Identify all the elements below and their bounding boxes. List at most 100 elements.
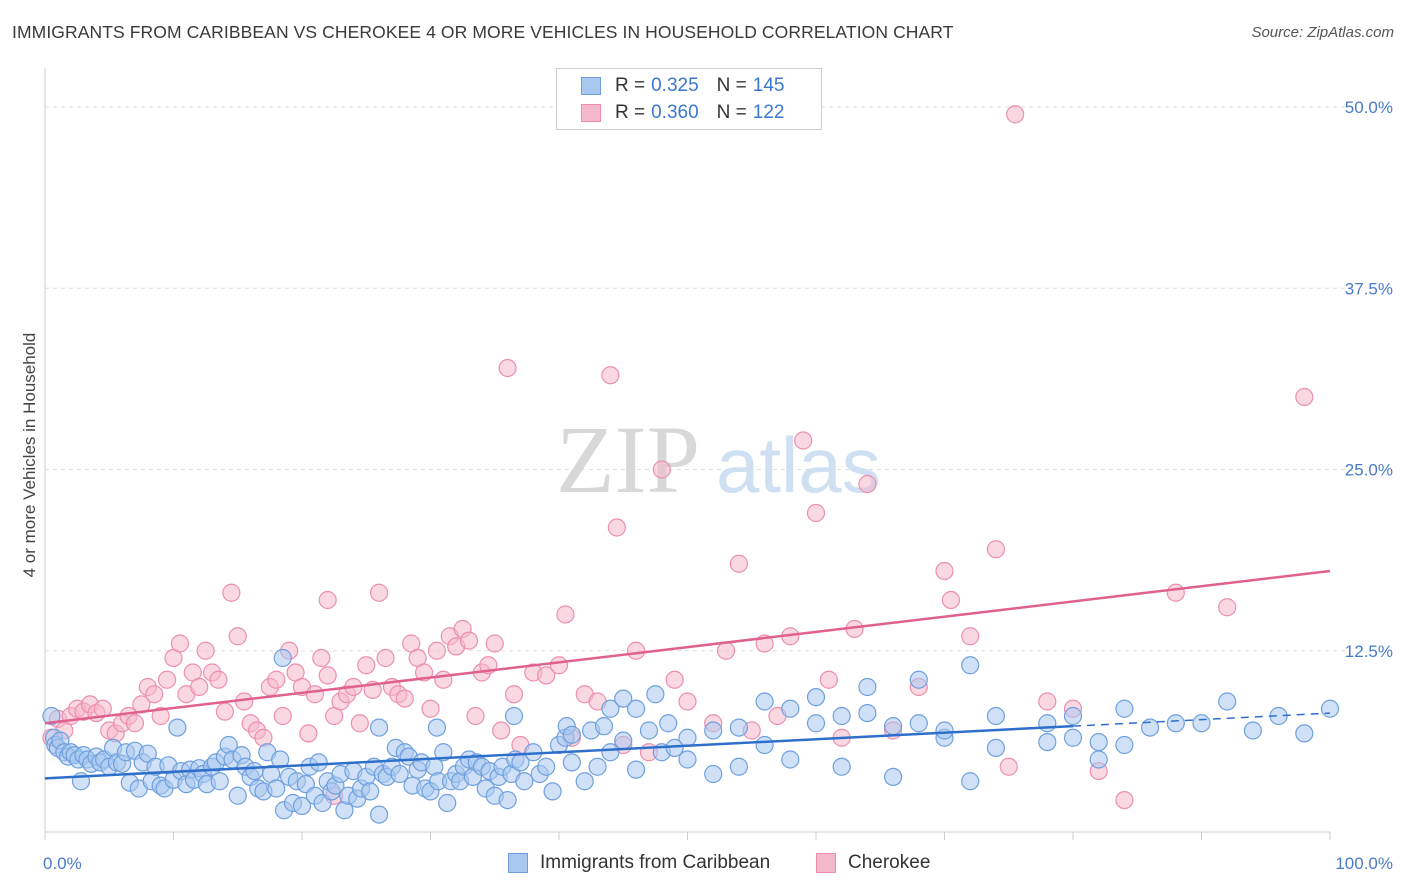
legend-n-value: 122 <box>752 102 785 123</box>
data-point <box>652 460 671 479</box>
data-point <box>434 743 453 762</box>
data-point <box>755 692 774 711</box>
data-point <box>390 764 409 784</box>
data-point <box>588 757 607 776</box>
legend-r-label: R = <box>615 75 646 96</box>
data-point <box>781 699 800 718</box>
data-point <box>228 627 247 646</box>
trend-lines <box>44 569 1331 780</box>
data-point <box>228 786 247 805</box>
data-point <box>370 583 389 602</box>
data-point <box>1089 750 1108 769</box>
data-point <box>170 634 190 653</box>
data-point <box>350 714 369 733</box>
tick-labels: 12.5% 25.0% 37.5% 50.0% 0.0% 100.0% <box>43 98 1393 873</box>
legend-item-caribbean[interactable]: Immigrants from Caribbean <box>508 852 770 874</box>
data-point <box>819 670 838 689</box>
legend-swatch-pink <box>581 104 601 122</box>
data-point <box>883 767 903 787</box>
data-point <box>1038 714 1057 733</box>
data-point <box>1089 732 1108 752</box>
data-point <box>678 750 697 769</box>
data-point <box>1115 790 1134 810</box>
data-point <box>562 753 581 772</box>
legend-n-label: N = <box>716 75 747 96</box>
data-point <box>1218 692 1237 711</box>
data-point <box>1166 583 1185 602</box>
data-point <box>438 793 457 813</box>
data-point <box>729 757 749 776</box>
x-tick-label: 0.0% <box>43 854 82 873</box>
data-point <box>1063 728 1083 747</box>
x-tick-label: 100.0% <box>1335 854 1393 873</box>
data-point <box>1006 105 1025 124</box>
data-point <box>614 731 633 750</box>
data-point <box>196 641 215 660</box>
chart-title: IMMIGRANTS FROM CARIBBEAN VS CHEROKEE 4 … <box>12 22 954 42</box>
y-tick-label: 50.0% <box>1345 98 1393 117</box>
legend-label: Immigrants from Caribbean <box>540 852 771 873</box>
data-point <box>935 561 954 581</box>
data-point <box>190 677 209 697</box>
data-point <box>504 706 524 726</box>
series-legend: Immigrants from Caribbean Cherokee <box>0 852 1406 878</box>
data-point <box>485 634 504 653</box>
data-point <box>729 554 749 573</box>
data-point <box>961 772 980 791</box>
data-point <box>42 706 61 726</box>
data-point <box>601 366 620 385</box>
data-point <box>986 706 1006 726</box>
data-point <box>626 760 646 779</box>
data-point <box>267 670 286 689</box>
legend-item-cherokee[interactable]: Cherokee <box>816 852 930 874</box>
legend-r-value: 0.360 <box>651 102 699 123</box>
data-point <box>434 670 453 689</box>
legend-swatch-pink <box>816 853 836 873</box>
data-point <box>665 670 684 689</box>
data-point <box>678 692 697 711</box>
data-point <box>909 670 928 689</box>
data-point <box>318 666 337 685</box>
data-point <box>273 706 292 726</box>
correlation-legend: R = 0.325 N = 145 R = 0.360 N = 122 <box>556 68 822 130</box>
data-point <box>729 718 749 737</box>
data-point <box>614 689 633 708</box>
data-point <box>716 641 736 660</box>
data-point <box>858 677 877 697</box>
source-label: Source: ZipAtlas.com <box>1251 24 1394 41</box>
y-tick-label: 25.0% <box>1345 461 1393 480</box>
data-point <box>151 706 170 726</box>
data-point <box>607 518 626 537</box>
data-point <box>466 706 485 726</box>
data-point <box>986 540 1006 559</box>
data-point <box>370 805 389 824</box>
data-point <box>626 641 646 660</box>
data-point <box>1243 721 1263 740</box>
data-point <box>357 656 376 675</box>
legend-label: Cherokee <box>848 852 931 873</box>
trend-line-caribbean <box>44 724 1074 780</box>
data-point <box>601 699 620 718</box>
data-point <box>395 689 414 708</box>
data-point <box>659 714 678 733</box>
data-point <box>562 725 581 744</box>
data-point <box>292 796 312 816</box>
data-point <box>935 721 954 740</box>
data-point <box>361 782 380 801</box>
legend-swatch-blue <box>581 77 601 95</box>
y-tick-label: 37.5% <box>1345 279 1393 298</box>
data-point <box>370 718 389 737</box>
data-point <box>1218 598 1237 617</box>
data-point <box>537 666 556 685</box>
data-point <box>639 721 659 740</box>
data-point <box>515 772 534 791</box>
data-point <box>1166 714 1185 733</box>
data-point <box>646 685 665 704</box>
data-point <box>271 750 290 769</box>
data-point <box>168 718 187 737</box>
data-point <box>222 583 241 602</box>
data-point <box>504 685 524 704</box>
data-point <box>594 717 614 736</box>
data-point <box>1038 692 1057 711</box>
legend-row-caribbean: R = 0.325 N = 145 <box>581 74 784 98</box>
